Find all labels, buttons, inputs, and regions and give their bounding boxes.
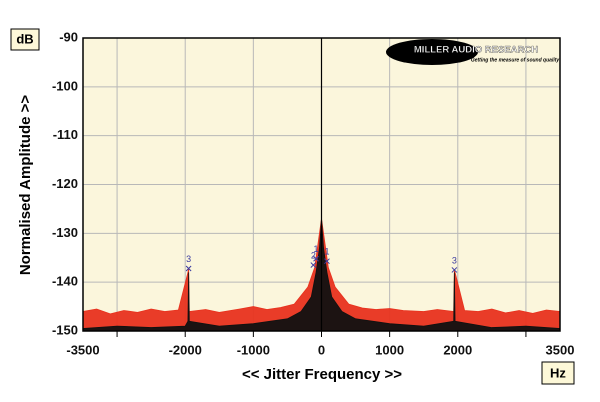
peak-marker: 1 <box>324 247 330 265</box>
x-unit: Hz <box>550 365 566 380</box>
logo-text: MILLER AUDIO RESEARCH <box>414 45 538 56</box>
y-tick-label: -140 <box>52 274 78 289</box>
x-tick-label: -1000 <box>237 342 270 357</box>
y-axis-label: Normalised Amplitude >> <box>17 95 34 276</box>
x-tick-label: 3500 <box>546 342 575 357</box>
x-tick-label: -3500 <box>66 342 99 357</box>
logo-ellipse <box>386 39 478 65</box>
peak-marker: 3 <box>185 254 192 272</box>
logo-tagline: Getting the measure of sound quality <box>471 57 560 63</box>
x-tick-label: 0 <box>318 342 325 357</box>
marker-label: 3 <box>452 255 457 265</box>
x-tick-label: -2000 <box>169 342 202 357</box>
y-tick-label: -90 <box>59 29 78 44</box>
y-tick-label: -150 <box>52 322 78 337</box>
y-tick-label: -110 <box>53 127 78 142</box>
peak-marker: 1 <box>313 244 319 262</box>
marker-cross <box>185 265 192 272</box>
x-tick-label: 2000 <box>443 342 472 357</box>
marker-cross <box>451 267 458 273</box>
plot-area: 3 21 1 3 <box>82 37 561 332</box>
x-tick-label: 1000 <box>375 342 404 357</box>
peak-marker: 2 <box>310 250 317 268</box>
peak-marker: 3 <box>451 255 458 273</box>
y-tick-label: -120 <box>52 176 78 191</box>
marker-cross <box>313 255 319 262</box>
marker-label: 1 <box>324 247 329 257</box>
y-tick-label: -100 <box>52 78 78 93</box>
y-unit: dB <box>16 31 33 46</box>
unit-box <box>541 361 575 385</box>
y-tick-label: -130 <box>52 225 78 240</box>
marker-label: 3 <box>186 254 191 264</box>
marker-cross <box>324 258 330 265</box>
x-axis-label: << Jitter Frequency >> <box>242 366 402 383</box>
marker-label: 2 <box>311 250 316 260</box>
unit-box <box>10 28 40 51</box>
marker-cross <box>310 262 317 268</box>
marker-label: 1 <box>314 244 319 254</box>
